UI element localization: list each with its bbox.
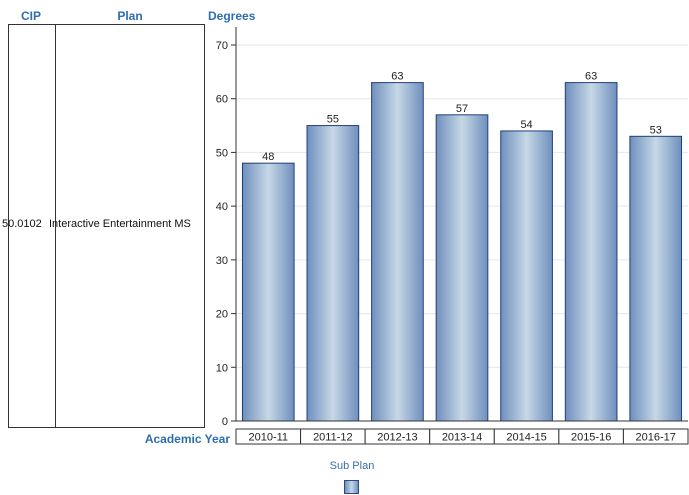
bars: 48 55 63 57 54 63 53 bbox=[241, 71, 683, 422]
y-tick-label: 10 bbox=[216, 362, 228, 374]
data-label: 57 bbox=[456, 103, 468, 115]
bar bbox=[306, 125, 360, 422]
y-tick-label: 30 bbox=[216, 255, 228, 267]
column-divider bbox=[55, 25, 56, 427]
x-category-cell bbox=[622, 428, 689, 445]
plan-cell: Interactive Entertainment MS bbox=[49, 218, 191, 230]
plan-table bbox=[8, 24, 205, 428]
bar bbox=[629, 135, 683, 422]
data-label: 53 bbox=[650, 124, 662, 136]
y-tick-label: 40 bbox=[216, 201, 228, 213]
bar bbox=[500, 130, 553, 422]
x-tick-label: 2010-11 bbox=[249, 432, 289, 444]
legend-swatch bbox=[344, 480, 359, 494]
y-tick-label: 0 bbox=[222, 416, 228, 428]
bar bbox=[241, 162, 295, 422]
degrees-axis-title: Degrees bbox=[208, 9, 256, 23]
data-label: 63 bbox=[391, 71, 403, 83]
y-tick-label: 60 bbox=[216, 94, 228, 106]
data-label: 48 bbox=[262, 151, 274, 163]
x-axis-table: 2010-11 2011-12 2012-13 2013-14 2014-15 2015-… bbox=[235, 428, 689, 445]
data-label: 54 bbox=[520, 119, 532, 131]
y-tick-label: 50 bbox=[216, 147, 228, 159]
y-tick-label: 20 bbox=[216, 309, 228, 321]
x-tick-label: 2015-16 bbox=[571, 432, 611, 444]
plan-column-header: Plan bbox=[117, 9, 143, 23]
y-tick-label: 70 bbox=[216, 40, 228, 52]
bar bbox=[371, 82, 424, 422]
x-axis-title: Academic Year bbox=[144, 432, 230, 446]
legend-title: Sub Plan bbox=[329, 460, 375, 472]
x-tick-label: 2016-17 bbox=[636, 432, 676, 444]
data-label: 55 bbox=[327, 114, 339, 126]
data-label: 63 bbox=[585, 71, 597, 83]
x-tick-label: 2012-13 bbox=[377, 432, 417, 444]
x-tick-label: 2013-14 bbox=[442, 432, 482, 444]
x-tick-label: 2011-12 bbox=[313, 432, 353, 444]
bar bbox=[435, 114, 489, 422]
cip-column-header: CIP bbox=[20, 9, 41, 23]
bar bbox=[564, 82, 618, 422]
axes: 0 10 20 30 40 50 60 70 bbox=[216, 27, 688, 428]
x-tick-label: 2014-15 bbox=[506, 432, 546, 444]
cip-cell: 50.0102 bbox=[2, 218, 42, 230]
